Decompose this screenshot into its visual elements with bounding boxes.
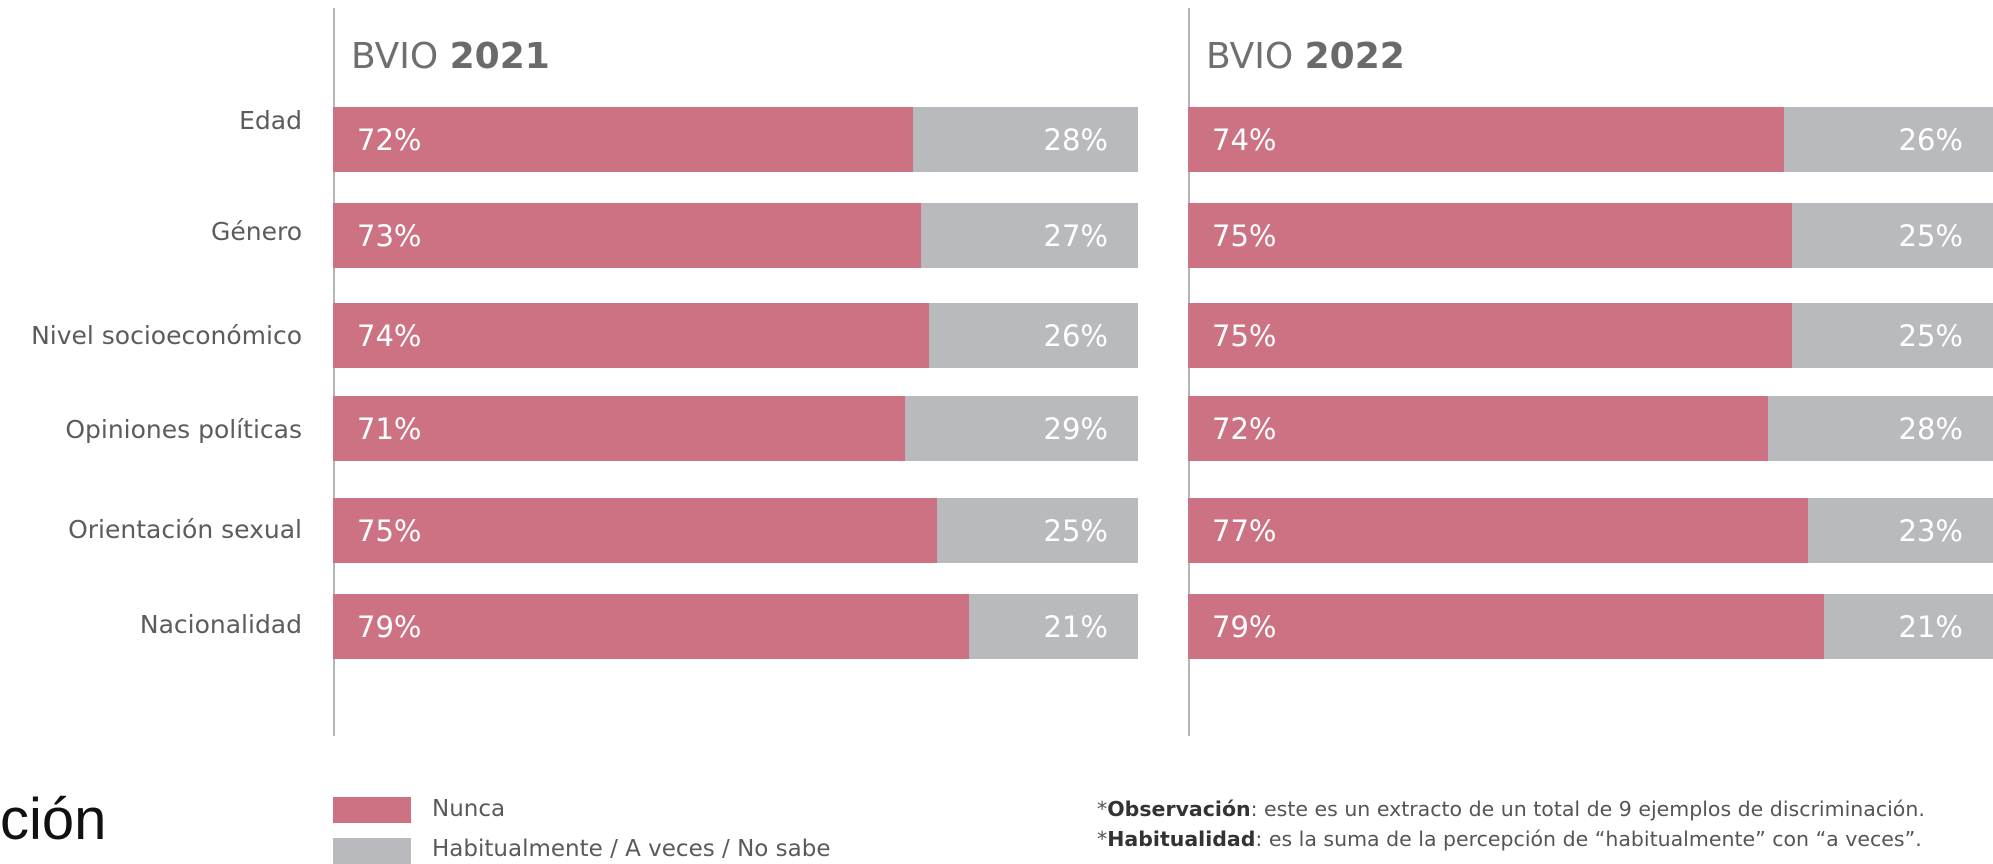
- panel-title: BVIO 2022: [1206, 36, 1405, 77]
- bar-segment-nunca: 71%: [333, 396, 905, 461]
- category-label: Género: [210, 217, 302, 246]
- note-marker: *: [1097, 797, 1108, 821]
- bar-segment-nunca: 77%: [1188, 498, 1808, 563]
- note-bold: Habitualidad: [1107, 827, 1256, 851]
- legend-label-nunca: Nunca: [432, 796, 506, 822]
- bar-segment-nunca: 74%: [333, 303, 929, 368]
- panel-title-year: 2022: [1304, 36, 1405, 77]
- panel-title-year: 2021: [449, 36, 550, 77]
- bar-segment-habitual: 21%: [969, 594, 1138, 659]
- bar-segment-nunca: 75%: [333, 498, 937, 563]
- bar-segment-habitual: 29%: [905, 396, 1138, 461]
- panel-title: BVIO 2021: [351, 36, 550, 77]
- bar-segment-nunca: 75%: [1188, 203, 1792, 268]
- panel-title-prefix: BVIO: [1206, 36, 1294, 77]
- bar-segment-habitual: 26%: [1784, 107, 1993, 172]
- bar-segment-habitual: 21%: [1824, 594, 1993, 659]
- panel-title-prefix: BVIO: [351, 36, 439, 77]
- note-habitualidad: *Habitualidad: es la suma de la percepci…: [1097, 827, 1922, 851]
- legend-swatch-habitual: [333, 838, 411, 864]
- category-label: Nacionalidad: [139, 610, 302, 639]
- bar-segment-nunca: 79%: [1188, 594, 1824, 659]
- note-observacion: *Observación: este es un extracto de un …: [1097, 797, 1925, 821]
- category-label: Opiniones políticas: [65, 415, 302, 444]
- bar-segment-nunca: 73%: [333, 203, 921, 268]
- category-label: Orientación sexual: [68, 515, 302, 544]
- note-text: : este es un extracto de un total de 9 e…: [1250, 797, 1925, 821]
- panel-axis-line: [333, 8, 335, 736]
- bar-segment-nunca: 74%: [1188, 107, 1784, 172]
- note-marker: *: [1097, 827, 1108, 851]
- note-bold: Observación: [1107, 797, 1251, 821]
- bar-segment-habitual: 28%: [913, 107, 1138, 172]
- bar-segment-habitual: 25%: [937, 498, 1138, 563]
- legend-label-habitual: Habitualmente / A veces / No sabe: [432, 836, 831, 862]
- bar-segment-nunca: 72%: [333, 107, 913, 172]
- bar-segment-habitual: 25%: [1792, 303, 1993, 368]
- legend-swatch-nunca: [333, 797, 411, 823]
- bar-segment-habitual: 25%: [1792, 203, 1993, 268]
- cropped-title-text: ción: [0, 787, 107, 852]
- bar-segment-nunca: 75%: [1188, 303, 1792, 368]
- category-label: Nivel socioeconómico: [31, 321, 302, 350]
- bar-segment-nunca: 79%: [333, 594, 969, 659]
- panel-axis-line: [1188, 8, 1190, 736]
- category-label: Edad: [239, 106, 302, 135]
- note-text: : es la suma de la percepción de “habitu…: [1255, 827, 1922, 851]
- bar-segment-habitual: 27%: [921, 203, 1138, 268]
- bar-segment-habitual: 23%: [1808, 498, 1993, 563]
- bar-segment-nunca: 72%: [1188, 396, 1768, 461]
- bar-segment-habitual: 28%: [1768, 396, 1993, 461]
- bar-segment-habitual: 26%: [929, 303, 1138, 368]
